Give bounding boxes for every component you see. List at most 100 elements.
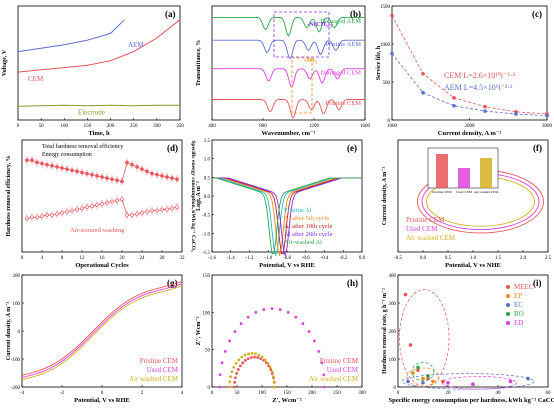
y-tick-label: -0.5	[202, 214, 210, 219]
annotation-label: -N(CH₃)₃	[307, 21, 332, 28]
data-point	[249, 356, 253, 359]
data-point	[70, 168, 74, 173]
legend-label: EC	[514, 301, 523, 309]
tafel-curve	[212, 177, 362, 256]
data-point	[254, 311, 258, 314]
data-point	[100, 175, 104, 179]
data-point	[130, 162, 134, 167]
data-point	[135, 212, 139, 216]
data-point	[115, 178, 119, 183]
x-tick-label: -0.8	[283, 256, 291, 261]
data-point	[85, 171, 89, 176]
data-point	[446, 381, 450, 385]
data-point	[229, 375, 233, 379]
legend-label: Total hardness removal efficiency	[42, 143, 123, 150]
x-tick-label: 0.0	[359, 256, 366, 261]
y-tick-label: -1.5	[202, 251, 210, 256]
data-point	[269, 368, 273, 371]
spectrum-line	[212, 68, 365, 88]
y-tick-label: 50	[205, 349, 211, 354]
data-point	[408, 343, 413, 347]
data-point	[40, 214, 44, 218]
x-tick-label: 0.5	[445, 256, 452, 261]
x-tick-label: -0.6	[302, 256, 310, 261]
x-tick-label: 20	[446, 391, 452, 396]
data-point	[70, 208, 74, 213]
data-point	[426, 374, 430, 378]
data-point	[241, 361, 245, 365]
data-point	[115, 198, 119, 203]
series-label: Damaged CEM	[320, 69, 361, 76]
x-tick-label: 0	[101, 391, 104, 396]
x-tick-label: 16	[100, 256, 106, 261]
x-tick-label: 1600	[360, 124, 371, 129]
data-point	[301, 322, 305, 325]
data-point	[25, 158, 29, 162]
data-point	[160, 207, 164, 212]
x-tick-label: 60	[546, 391, 552, 396]
data-point	[239, 322, 243, 325]
y-axis-label: Service life, h	[376, 45, 382, 80]
x-axis-label: Z', Wcm⁻²	[272, 397, 302, 404]
y-axis-label: Current density, A m⁻²	[382, 167, 388, 226]
data-point	[416, 365, 420, 370]
panel-letter: (d)	[167, 143, 178, 153]
x-tick-label: 250	[333, 391, 341, 396]
data-point	[320, 361, 324, 365]
y-tick-label: 200	[389, 330, 397, 335]
data-point	[307, 330, 311, 333]
x-tick-label: 0.0	[420, 256, 427, 261]
fit-line	[391, 15, 548, 115]
data-point	[65, 167, 69, 171]
x-tick-label: 12	[80, 256, 86, 261]
data-point	[243, 353, 247, 357]
data-point	[235, 372, 239, 375]
legend-label: Al after 10th cycle	[284, 223, 333, 230]
data-point	[150, 171, 154, 176]
data-point	[218, 373, 222, 377]
legend-label: Used CEM	[327, 366, 359, 374]
data-point	[246, 315, 250, 319]
data-point	[95, 174, 99, 178]
x-tick-label: 0	[21, 256, 24, 261]
x-tick-label: 150	[283, 391, 291, 396]
data-point	[250, 352, 254, 355]
spectrum-line	[212, 16, 365, 37]
data-point	[247, 352, 250, 356]
data-point	[55, 212, 59, 216]
panel-letter: (g)	[167, 278, 178, 288]
tafel-curve	[212, 177, 362, 254]
y-tick-label: 0.0	[204, 195, 211, 200]
data-point	[263, 358, 267, 362]
y-tick-label: 300	[389, 302, 397, 307]
legend-label: Used CEM	[406, 225, 438, 233]
y-tick-label: 1000	[380, 43, 391, 48]
data-point	[233, 385, 236, 389]
x-tick-label: 8	[61, 256, 64, 261]
panel-d: (d) 0 4 8 12 16 20 24 28 32 Operational Cycles Hard…	[6, 139, 196, 269]
data-point	[220, 361, 224, 365]
legend-label: EP	[514, 292, 522, 300]
panel-f: (f) -0.5 0.0 0.5 1.0 1.5 2.0 2.5 Potential, V vs…	[382, 139, 552, 269]
inset-tick-label: Air-washed CEM	[474, 190, 500, 194]
group-ellipse	[441, 376, 517, 390]
y-tick-label: 150	[203, 274, 211, 279]
series-label: Electrode	[78, 108, 105, 116]
x-tick-label: 250	[130, 124, 138, 129]
series-line	[17, 19, 181, 73]
fit-label: AEM L=4.5×10⁹i⁻²·²	[444, 83, 513, 92]
series-line	[17, 19, 125, 53]
data-point	[110, 177, 114, 181]
legend-marker	[506, 321, 510, 325]
legend-label: Air washed CEM	[406, 234, 456, 242]
data-point	[254, 352, 257, 356]
data-point	[65, 209, 69, 214]
data-point	[262, 308, 266, 311]
data-point	[150, 208, 154, 213]
legend-label: Used CEM	[147, 366, 179, 374]
y-axis-label: Hardness removal efficiency, %	[6, 155, 12, 236]
data-point	[232, 365, 236, 369]
y-tick-label: 1500	[380, 5, 391, 10]
series-label: AEM	[128, 41, 144, 49]
